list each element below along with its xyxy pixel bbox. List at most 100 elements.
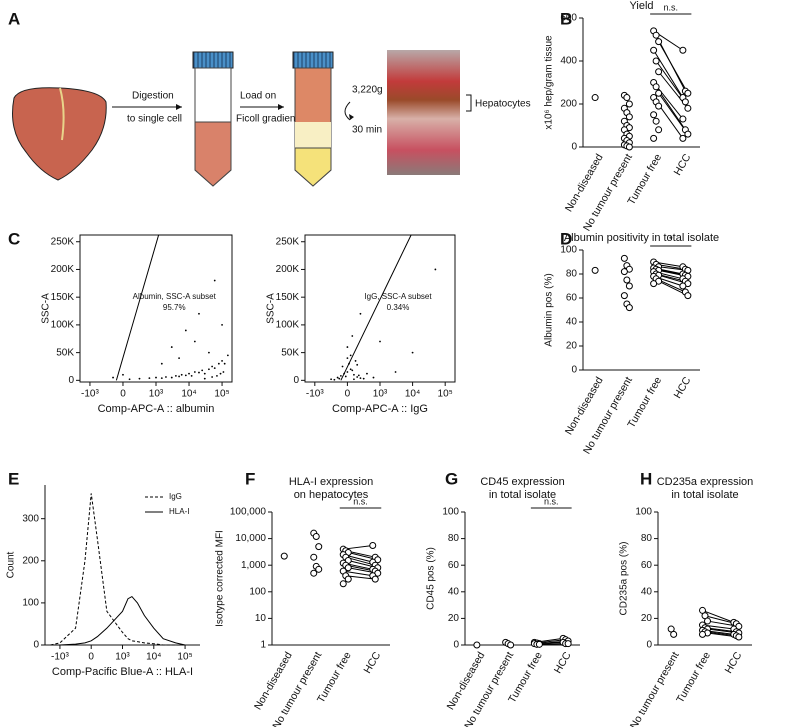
y-tick-label: 0 xyxy=(33,640,39,651)
event xyxy=(351,335,354,337)
dot xyxy=(625,113,633,121)
event xyxy=(338,377,341,380)
y-tick-label: 20 xyxy=(641,613,653,624)
dot xyxy=(591,94,599,102)
event xyxy=(208,351,210,354)
dot xyxy=(507,641,515,649)
event xyxy=(333,378,336,381)
dot xyxy=(655,126,663,134)
dot xyxy=(620,254,628,262)
y-axis-label: x10⁶ hep/gram tissue xyxy=(544,35,555,130)
y-tick-label: 60 xyxy=(641,560,653,571)
spin-text: 3,220g xyxy=(352,85,383,96)
event xyxy=(217,362,220,365)
dot xyxy=(684,292,692,300)
event xyxy=(353,373,355,376)
dot xyxy=(735,633,743,641)
x-axis-label: Comp-APC-A :: IgG xyxy=(332,403,428,415)
tube-cap xyxy=(192,51,234,69)
event xyxy=(351,369,354,372)
y-tick-label: 80 xyxy=(566,269,578,280)
x-tick-label: 10⁴ xyxy=(405,389,420,400)
bracket xyxy=(466,94,472,112)
event xyxy=(174,375,177,377)
dot xyxy=(655,102,663,110)
event xyxy=(170,346,173,348)
event xyxy=(112,376,114,379)
event xyxy=(359,312,362,315)
event xyxy=(346,371,349,373)
y-tick-label: 100K xyxy=(276,320,300,331)
dot xyxy=(625,143,633,151)
event xyxy=(208,368,210,371)
dot xyxy=(564,640,572,648)
dot xyxy=(280,552,288,560)
event xyxy=(213,367,216,370)
dot xyxy=(679,282,687,290)
y-tick-label: 100 xyxy=(22,598,39,609)
chart-title: Albumin positivity in total isolate xyxy=(564,232,719,244)
dot xyxy=(655,68,663,76)
y-tick-label: 80 xyxy=(641,533,653,544)
y-tick-label: 250K xyxy=(276,236,300,247)
y-axis-label: SSC-A xyxy=(266,293,277,324)
x-tick-label: HCC xyxy=(723,650,745,676)
dot xyxy=(650,111,658,119)
event xyxy=(213,279,216,282)
gate xyxy=(340,234,455,381)
x-tick-label: HCC xyxy=(552,650,574,676)
y-tick-label: 600 xyxy=(560,13,577,24)
dot xyxy=(623,94,631,102)
event xyxy=(344,375,347,378)
event xyxy=(148,377,151,380)
dot xyxy=(625,304,633,312)
y-tick-label: 1 xyxy=(260,640,266,651)
event xyxy=(193,371,196,373)
dot xyxy=(679,134,687,142)
y-tick-label: 150K xyxy=(276,292,300,303)
y-tick-label: 100 xyxy=(635,507,652,518)
event xyxy=(346,346,349,348)
annotation: n.s. xyxy=(663,2,678,12)
y-tick-label: 0 xyxy=(68,375,74,386)
dot xyxy=(315,565,323,573)
y-axis-label: Albumin pos (%) xyxy=(544,273,555,346)
event xyxy=(362,377,365,380)
y-tick-label: 60 xyxy=(566,293,578,304)
legend-label: HLA-I xyxy=(169,507,189,516)
event xyxy=(155,376,157,379)
y-tick-label: 0 xyxy=(571,365,577,376)
step-text: Digestion xyxy=(132,91,174,102)
panel-label: F xyxy=(245,469,255,488)
dot xyxy=(650,46,658,54)
event xyxy=(190,375,193,377)
step-text: Ficoll gradients xyxy=(236,114,303,125)
histogram-line xyxy=(50,493,186,646)
event xyxy=(356,363,359,366)
event xyxy=(354,360,357,362)
dot xyxy=(652,57,660,65)
event xyxy=(341,365,344,368)
dot xyxy=(620,268,628,276)
event xyxy=(198,312,200,315)
panel-label: D xyxy=(560,229,572,248)
event xyxy=(330,378,333,381)
chart-title: in total isolate xyxy=(671,489,738,501)
dot xyxy=(684,89,692,97)
step-text: to single cell xyxy=(127,114,182,125)
dot xyxy=(310,569,318,577)
y-tick-label: 150K xyxy=(51,292,75,303)
dot xyxy=(312,532,320,540)
dot xyxy=(655,89,663,97)
liver xyxy=(12,87,107,181)
y-tick-label: 300 xyxy=(22,513,39,524)
fraction-label: Hepatocytes xyxy=(475,99,531,110)
gate-label: 95.7% xyxy=(163,303,186,312)
dot xyxy=(623,276,631,284)
spin-arrow xyxy=(344,101,351,121)
dot xyxy=(650,280,658,288)
dot xyxy=(625,100,633,108)
plot-frame xyxy=(304,234,456,383)
y-tick-label: 100 xyxy=(249,586,266,597)
gate-label: IgG, SSC-A subset xyxy=(364,292,432,301)
